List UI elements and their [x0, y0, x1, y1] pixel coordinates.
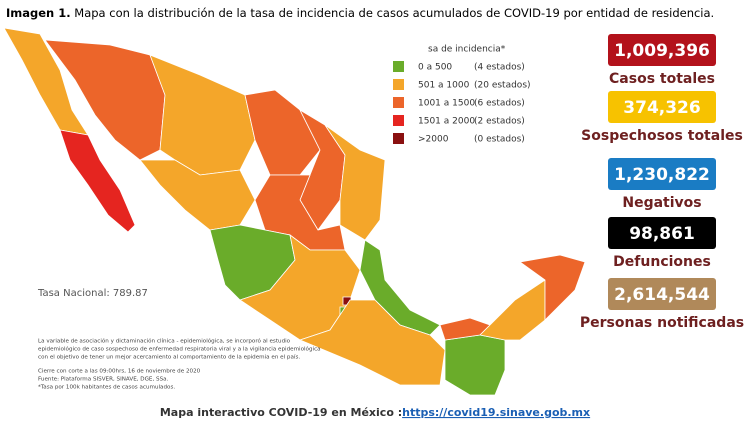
title-label: Imagen 1. — [6, 6, 71, 20]
stat-box — [608, 217, 716, 249]
legend-count: (4 estados) — [474, 63, 525, 73]
legend: sa de incidencia* 0 a 500 (4 estados) 501 … — [393, 45, 531, 145]
note-line: La variable de asociación y dictaminació… — [38, 338, 291, 345]
state — [139, 159, 256, 231]
legend-count: (2 estados) — [474, 117, 525, 127]
legend-title: sa de incidencia* — [428, 45, 506, 55]
note-line: *Tasa por 100k habitantes de casos acumu… — [38, 385, 175, 391]
note-line: epidemiológico de caso sospechoso de enf… — [38, 346, 321, 353]
legend-count: (6 estados) — [474, 99, 525, 109]
footer-text: Mapa interactivo COVID-19 en México : — [160, 406, 402, 419]
state — [244, 89, 321, 176]
stat-box — [608, 91, 716, 123]
footer-link[interactable]: https://covid19.sinave.gob.mx — [402, 406, 590, 419]
state — [444, 334, 506, 396]
legend-swatch — [393, 61, 404, 72]
notes: La variable de asociación y dictaminació… — [38, 338, 321, 391]
state — [518, 254, 586, 321]
legend-swatch — [393, 97, 404, 108]
legend-count: (0 estados) — [474, 135, 525, 145]
legend-swatch — [393, 133, 404, 144]
legend-range: 501 a 1000 — [418, 81, 470, 91]
map — [3, 27, 586, 396]
legend-swatch — [393, 115, 404, 126]
legend-range: 1501 a 2000 — [418, 117, 475, 127]
legend-range: 1001 a 1500 — [418, 99, 475, 109]
footer: Mapa interactivo COVID-19 en México :htt… — [160, 406, 590, 419]
stat-label: Defunciones — [613, 254, 711, 270]
stat-value: 2,614,544 — [614, 285, 710, 305]
note-line: Cierre con corte a las 09:00hrs, 16 de n… — [38, 369, 201, 375]
stat-label: Personas notificadas — [580, 315, 744, 331]
state — [44, 39, 166, 161]
state — [59, 129, 136, 233]
note-line: con el objetivo de tener un mejor acerca… — [38, 354, 300, 361]
note-line: Fuente: Plataforma SISVER, SINAVE, DGE, … — [38, 377, 169, 383]
legend-range: >2000 — [418, 135, 449, 145]
stat-label: Sospechosos totales — [581, 128, 743, 144]
state — [359, 239, 441, 336]
state — [298, 299, 446, 386]
stat-value: 1,009,396 — [614, 41, 710, 61]
national-rate: Tasa Nacional: 789.87 — [37, 288, 148, 299]
legend-range: 0 a 500 — [418, 63, 452, 73]
stats: 1,009,396 Casos totales 374,326 Sospechosos… — [580, 34, 744, 331]
state — [149, 54, 256, 176]
stat-label: Negativos — [622, 195, 701, 211]
stat-box — [608, 34, 716, 66]
stat-value: 98,861 — [629, 224, 695, 244]
stat-label: Casos totales — [609, 71, 715, 87]
stat-value: 374,326 — [623, 98, 700, 118]
stat-value: 1,230,822 — [614, 165, 710, 185]
stat-box — [608, 278, 716, 310]
title-text: Mapa con la distribución de la tasa de i… — [74, 6, 714, 20]
state — [479, 279, 546, 341]
legend-swatch — [393, 79, 404, 90]
title: Imagen 1. Mapa con la distribución de la… — [6, 6, 714, 20]
legend-count: (20 estados) — [474, 81, 531, 91]
stat-box — [608, 158, 716, 190]
